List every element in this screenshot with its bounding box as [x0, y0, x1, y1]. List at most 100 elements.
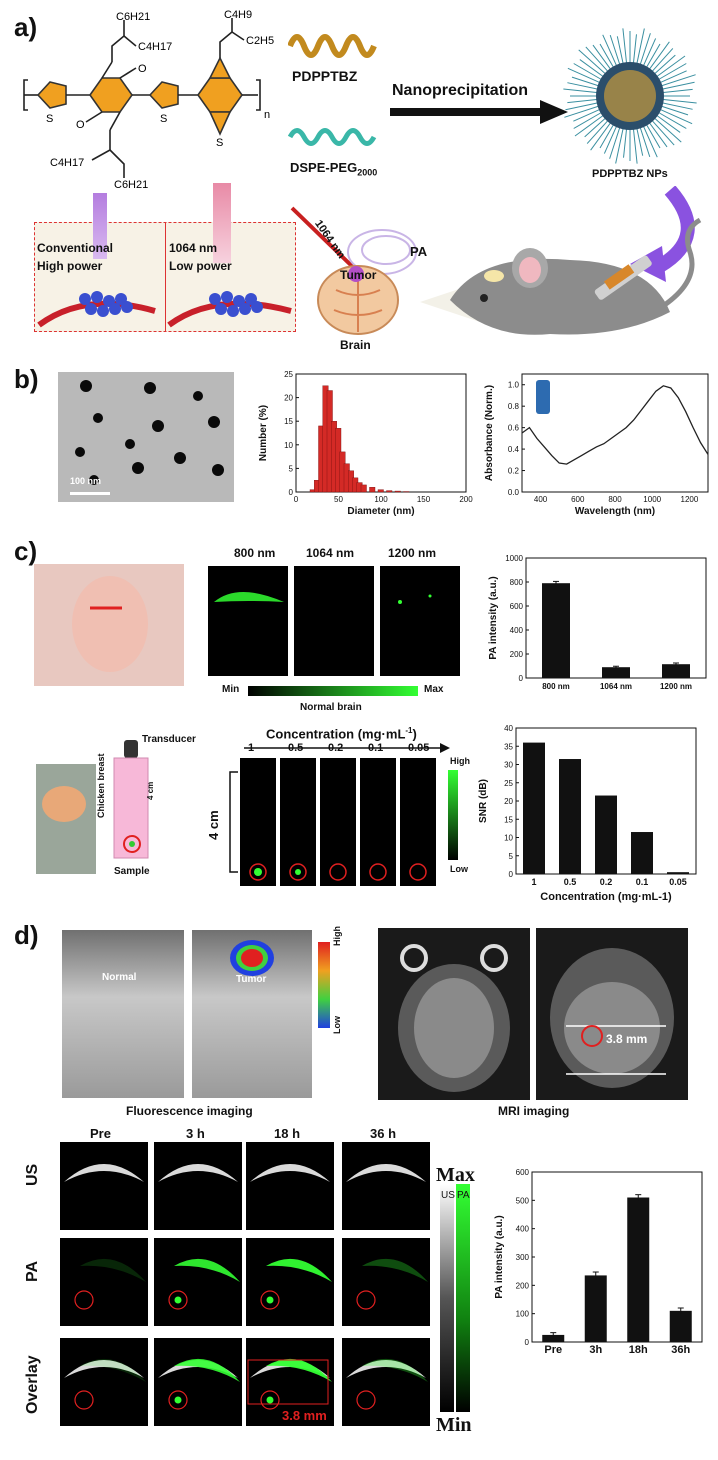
- mri-measure: 3.8 mm: [606, 1032, 648, 1046]
- fluor-low: Low: [332, 1016, 342, 1034]
- size-bar: [386, 490, 393, 493]
- colorbar-caption: Normal brain: [300, 702, 362, 713]
- snr-chart-category: 1: [531, 877, 536, 887]
- chem-o-top: O: [138, 63, 147, 75]
- pa-signal-800: [214, 592, 284, 602]
- nir-label: 1064 nm: [169, 241, 218, 255]
- snr-chart-bar: [523, 742, 545, 874]
- size-bar: [360, 484, 367, 493]
- concentration-title: Concentration (mg·mL-1): [266, 726, 417, 741]
- laser-comparison-box: Conventional High power 1064 nm Low powe…: [34, 183, 296, 332]
- snr-chart-bar: [667, 872, 689, 874]
- row-label-us: US: [24, 1163, 41, 1186]
- abs-chart-ytick: 0.0: [508, 488, 520, 497]
- vial-icon: [536, 380, 550, 414]
- snr-chart-bar: [559, 759, 581, 874]
- colorbar-high-c: High: [450, 756, 470, 766]
- pa-time-chart-bar: [669, 1310, 692, 1342]
- tumor-signal: [230, 940, 274, 976]
- conc-image: [280, 758, 316, 886]
- nanoprecipitation-arrow-icon: [390, 100, 568, 124]
- colorbar-low-c: Low: [450, 864, 468, 874]
- nanoparticle-label: PDPPTBZ NPs: [592, 168, 668, 180]
- overlay-image: [60, 1338, 148, 1426]
- brain-label: Brain: [340, 338, 371, 352]
- conc-label: 0.05: [408, 742, 430, 754]
- snr-chart-ytick: 30: [504, 761, 513, 770]
- pa-time-chart-category: 36h: [671, 1344, 690, 1356]
- wl-label-800: 800 nm: [234, 546, 276, 560]
- row-label-overlay: Overlay: [24, 1355, 41, 1414]
- abs-chart-ytick: 0.6: [508, 424, 520, 433]
- us-image: [246, 1142, 334, 1230]
- abs-chart-xlabel: Wavelength (nm): [575, 506, 655, 517]
- pa-time-chart-axes: 0 100 200 300 400 500 600 PA intensity (a.u.): [494, 1168, 703, 1347]
- conc-image: [360, 758, 396, 886]
- chem-c4h9: C4H9: [224, 10, 252, 21]
- chicken-label: Chicken breast: [96, 753, 106, 818]
- conc-image: [320, 758, 356, 886]
- concentration-title-close: ): [412, 726, 417, 742]
- mri-brain-1: [398, 944, 510, 1092]
- pa-time-chart-bar: [584, 1275, 607, 1342]
- concentration-title-text: Concentration (mg·mL: [266, 726, 406, 742]
- absorbance-line: [521, 385, 709, 465]
- colorbar-c: [248, 686, 418, 696]
- conc-label: 0.5: [288, 742, 304, 754]
- absorbance-chart: 0.0 0.2 0.4 0.6 0.8 1.0 Absorbance (Norm.) 400 6…: [484, 373, 709, 517]
- mri-image-1: [378, 928, 530, 1100]
- pa-wl-chart-bar: [542, 583, 570, 678]
- pa-image-1200: [380, 566, 460, 676]
- pa-time-chart-bar: [542, 1334, 565, 1342]
- mri-caption: MRI imaging: [498, 1104, 570, 1118]
- chem-repeat-n: n: [264, 109, 270, 121]
- pa-wl-chart-ytick: 0: [519, 674, 524, 683]
- size-distribution-chart: 0 5 10 15 20 25 Number (%) 0 50 100 150 200 Diameter…: [258, 370, 473, 517]
- comparison-divider: [165, 223, 166, 331]
- size-bar: [377, 489, 384, 493]
- chem-c4h17-bottom: C4H17: [50, 157, 84, 169]
- pa-wl-chart-category: 1200 nm: [660, 682, 692, 691]
- pa-wavelength-chart: 0 200 400 600 800 1000 PA intensity (a.u.) 800 …: [488, 554, 707, 691]
- pa-label: PA: [410, 244, 428, 259]
- pa-image: [60, 1238, 148, 1326]
- conventional-label: Conventional: [37, 241, 114, 255]
- overlay-image: [246, 1338, 334, 1426]
- pa-time-grid: [60, 1142, 432, 1432]
- pa-wl-chart-bar: [662, 664, 690, 678]
- mouse-illustration: [420, 217, 702, 335]
- snr-chart-ytick: 25: [504, 779, 513, 788]
- pa-wl-chart-bar: [602, 667, 630, 678]
- pa-wl-chart-ytick: 800: [510, 578, 524, 587]
- size-chart-ytick: 25: [284, 370, 293, 379]
- us-image: [60, 1142, 148, 1230]
- chem-o-bottom: O: [76, 119, 85, 131]
- chem-c4h17-top: C4H17: [138, 41, 172, 53]
- size-chart-xtick: 100: [374, 495, 388, 504]
- abs-chart-xtick: 600: [571, 495, 585, 504]
- fluorescence-normal-image: Normal: [62, 930, 184, 1098]
- snr-chart-bar: [631, 832, 653, 874]
- snr-chart-category: 0.05: [669, 877, 687, 887]
- colorbar-fluorescence: [318, 942, 330, 1028]
- pa-image-800: [208, 566, 288, 676]
- overlay-measure: 3.8 mm: [282, 1408, 327, 1423]
- size-chart-ytick: 15: [284, 417, 293, 426]
- overlay-image: [342, 1338, 430, 1426]
- tem-scale-bar-label: 100 nm: [70, 476, 102, 486]
- pa-time-chart-ytick: 300: [516, 1253, 530, 1262]
- snr-chart-bar: [595, 795, 617, 874]
- abs-chart-xtick: 400: [534, 495, 548, 504]
- chem-s-2: S: [160, 113, 167, 125]
- concentration-arrow-icon: [244, 743, 450, 753]
- normal-label: Normal: [102, 972, 137, 983]
- pa-wl-chart-axes: 0 200 400 600 800 1000 PA intensity (a.u.): [488, 554, 707, 683]
- pa-wl-chart-ytick: 200: [510, 650, 524, 659]
- pa-time-chart: 0 100 200 300 400 500 600 PA intensity (a.u.) Pr…: [494, 1168, 703, 1356]
- snr-chart-category: 0.1: [636, 877, 649, 887]
- pa-image-1064: [294, 566, 374, 676]
- wl-label-1200: 1200 nm: [388, 546, 437, 560]
- pa-wl-chart-ylabel: PA intensity (a.u.): [488, 576, 499, 659]
- wl-label-1064: 1064 nm: [306, 546, 355, 560]
- conventional-power-label: High power: [37, 259, 103, 273]
